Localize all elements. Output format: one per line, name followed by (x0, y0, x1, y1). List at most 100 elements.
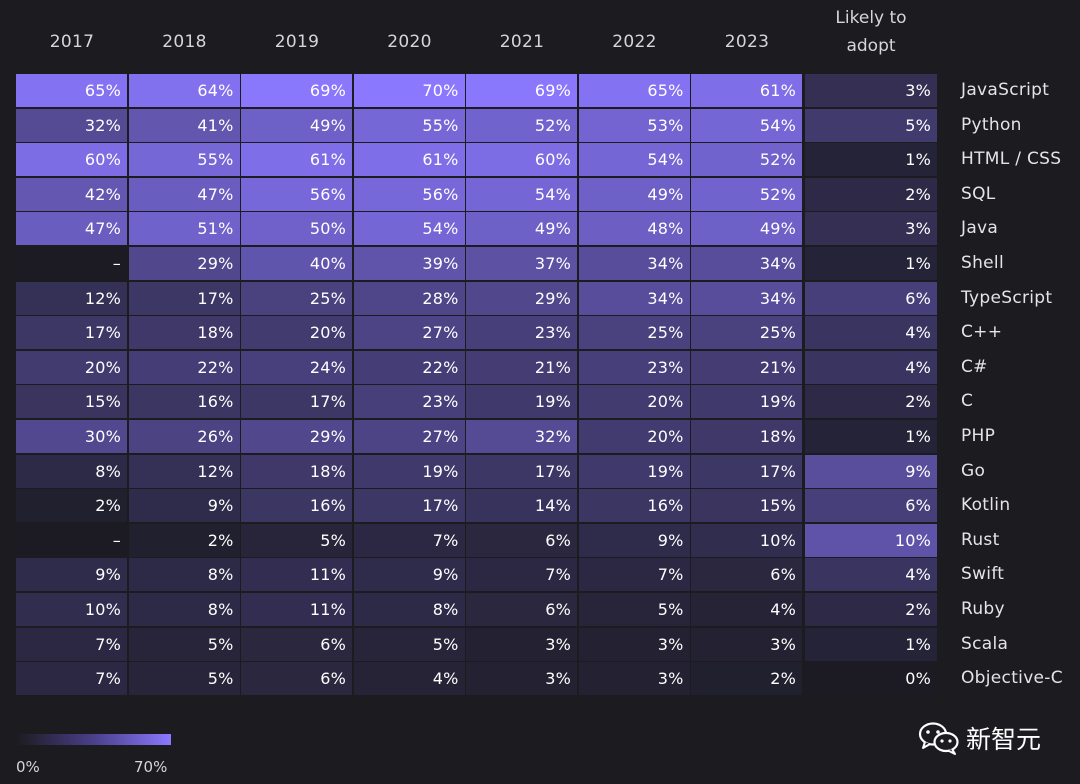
heatmap-cell: 19% (691, 385, 802, 419)
heatmap-cell: 52% (466, 108, 577, 142)
adopt-cell: 2% (805, 177, 937, 211)
heatmap-cell: 10% (16, 593, 127, 626)
heatmap-cell: 2% (691, 662, 802, 696)
heatmap-cell: 17% (691, 454, 802, 488)
adopt-cell: 1% (805, 143, 937, 177)
row-label: Shell (961, 253, 1004, 273)
row-label: PHP (961, 426, 996, 446)
heatmap-cell: 25% (691, 316, 802, 350)
heatmap-cell: 3% (466, 662, 577, 696)
heatmap-cell: 54% (578, 143, 690, 177)
heatmap-cell: 7% (16, 627, 127, 661)
row-label: Rust (961, 529, 1000, 550)
adopt-cell: 6% (805, 281, 937, 315)
heatmap-cell: 55% (128, 143, 240, 177)
heatmap-cell: 9% (16, 558, 127, 592)
heatmap-cell: 18% (241, 454, 352, 488)
heatmap-cell: 6% (466, 523, 577, 557)
heatmap-cell: 2% (128, 523, 240, 557)
row-label: Python (961, 114, 1022, 135)
heatmap-cell: 9% (578, 523, 690, 557)
row-label: JavaScript (961, 80, 1050, 100)
heatmap-cell: 47% (16, 212, 127, 246)
heatmap-cell: 51% (128, 212, 240, 246)
row-label: TypeScript (961, 287, 1053, 308)
heatmap-cell: 6% (241, 627, 352, 661)
heatmap-cell: 55% (353, 108, 465, 142)
heatmap-cell: 49% (241, 108, 352, 142)
heatmap-cell: 49% (578, 177, 690, 211)
column-header-2018: 2018 (162, 32, 207, 52)
heatmap-cell: 9% (128, 489, 240, 523)
heatmap-cell: 65% (16, 74, 127, 107)
heatmap-cell: 3% (578, 627, 690, 661)
heatmap-cell: 50% (241, 212, 352, 246)
heatmap-cell: 19% (466, 385, 577, 419)
heatmap-cell: 19% (353, 454, 465, 488)
adopt-cell: 9% (805, 454, 937, 488)
heatmap-cell: 28% (353, 281, 465, 315)
heatmap-cell: 10% (691, 523, 802, 557)
heatmap-cell: 4% (691, 593, 802, 626)
heatmap-cell: 54% (466, 177, 577, 211)
column-header-2017: 2017 (49, 32, 95, 52)
heatmap-cell: 23% (466, 316, 577, 350)
row-label: Kotlin (961, 495, 1011, 516)
heatmap-cell: 5% (241, 523, 352, 557)
heatmap-cell: 18% (691, 420, 802, 453)
heatmap-cell: 39% (353, 247, 465, 280)
heatmap-cell: 60% (466, 143, 577, 177)
heatmap-cell: 8% (353, 593, 465, 626)
row-label: Scala (961, 633, 1009, 654)
heatmap-cell: 37% (466, 247, 577, 280)
heatmap-cell: 47% (128, 177, 240, 211)
heatmap-cell: 17% (241, 385, 352, 419)
heatmap-cell: 40% (241, 247, 352, 280)
heatmap-cell: 25% (241, 281, 352, 315)
color-scale-bar (16, 734, 171, 745)
heatmap-cell: – (16, 247, 127, 280)
heatmap-cell: 69% (241, 74, 352, 107)
heatmap-cell: 17% (466, 454, 577, 488)
heatmap-cell: 42% (16, 177, 127, 211)
heatmap-cell: – (16, 523, 127, 557)
heatmap-cell: 22% (128, 350, 240, 384)
heatmap-cell: 7% (16, 662, 127, 696)
heatmap-cell: 34% (691, 247, 802, 280)
heatmap-cell: 11% (241, 558, 352, 592)
heatmap-cell: 20% (578, 420, 690, 453)
heatmap-cell: 2% (16, 489, 127, 523)
heatmap-cell: 6% (466, 593, 577, 626)
row-label: Java (961, 218, 999, 239)
watermark: 新智元 (918, 718, 1041, 758)
heatmap-cell: 16% (578, 489, 690, 523)
heatmap-cell: 70% (353, 74, 465, 107)
column-header-2023: 2023 (724, 32, 770, 52)
adopt-cell: 2% (805, 385, 937, 419)
heatmap-cell: 29% (241, 420, 352, 453)
heatmap-cell: 61% (241, 143, 352, 177)
heatmap-cell: 29% (128, 247, 240, 280)
heatmap-cell: 34% (578, 281, 690, 315)
heatmap-cell: 22% (353, 350, 465, 384)
heatmap-cell: 8% (128, 593, 240, 626)
adopt-cell: 1% (805, 420, 937, 453)
heatmap-cell: 53% (578, 108, 690, 142)
heatmap-cell: 6% (241, 662, 352, 696)
heatmap-cell: 60% (16, 143, 127, 177)
heatmap-cell: 16% (128, 385, 240, 419)
heatmap-cell: 7% (578, 558, 690, 592)
heatmap-cell: 65% (578, 74, 690, 107)
heatmap-cell: 61% (353, 143, 465, 177)
heatmap-cell: 19% (578, 454, 690, 488)
heatmap-cell: 5% (128, 662, 240, 696)
heatmap-cell: 41% (128, 108, 240, 142)
heatmap-cell: 61% (691, 74, 802, 107)
heatmap-cell: 11% (241, 593, 352, 626)
row-label: Swift (961, 564, 1005, 585)
heatmap-cell: 54% (353, 212, 465, 246)
heatmap-cell: 49% (691, 212, 802, 246)
wechat-icon (918, 722, 959, 755)
heatmap-cell: 23% (578, 350, 690, 384)
